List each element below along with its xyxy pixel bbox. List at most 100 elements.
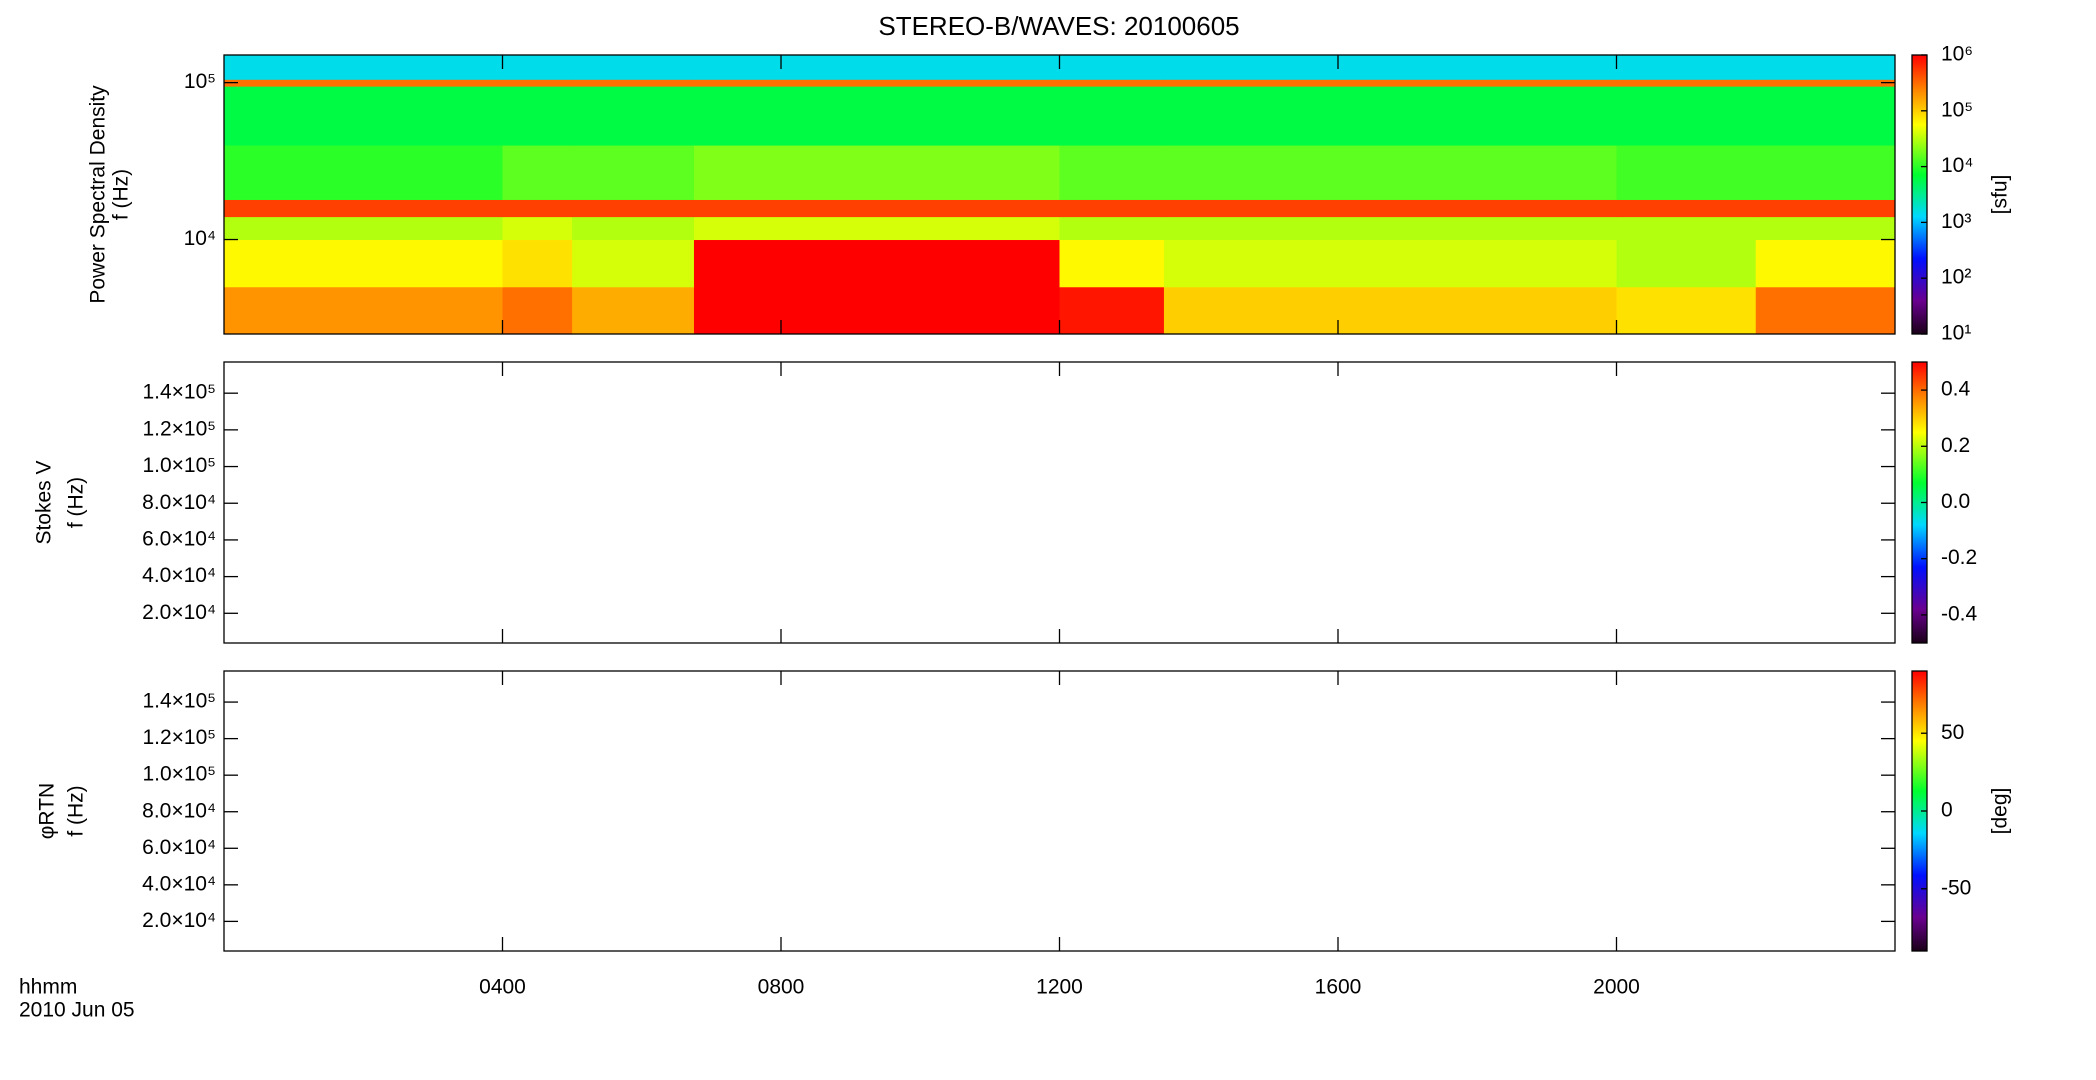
heatmap-cell: [693, 199, 1060, 218]
y-tick-label: 10⁵: [184, 70, 216, 93]
heatmap-cell: [1616, 286, 1757, 335]
heatmap-cell: [572, 286, 695, 335]
y-tick-label: 2.0×10⁴: [142, 601, 216, 624]
x-tick-label: 2000: [1593, 976, 1640, 999]
colorbar-tick-label: -0.4: [1941, 602, 1978, 625]
heatmap-cell: [1616, 199, 1757, 218]
heatmap-cell: [1755, 55, 1896, 80]
plot-frame: [223, 670, 1896, 952]
colorbar-tick-label: 0: [1941, 799, 1953, 822]
heatmap-cell: [1059, 145, 1165, 200]
heatmap-cell: [572, 216, 695, 241]
y-axis-label: φRTN: [36, 783, 59, 839]
x-tick-label: 1200: [1036, 976, 1083, 999]
heatmap-cell: [693, 145, 1060, 200]
y-tick-label: 4.0×10⁴: [142, 872, 216, 895]
heatmap-cell: [572, 79, 695, 87]
heatmap-cell: [572, 145, 695, 200]
colorbar-label: [deg]: [1989, 788, 2012, 835]
heatmap-cell: [693, 216, 1060, 241]
heatmap-cell: [1163, 199, 1617, 218]
heatmap-cell: [224, 79, 503, 87]
heatmap-cell: [693, 239, 1060, 288]
y-tick-label: 1.0×10⁵: [142, 454, 216, 477]
y-tick-label: 8.0×10⁴: [142, 799, 216, 822]
heatmap-cell: [1163, 239, 1617, 288]
heatmap-cell: [1059, 55, 1165, 80]
heatmap-cell: [1059, 86, 1165, 146]
colorbar-tick-label: -0.2: [1941, 546, 1977, 569]
heatmap-cell: [1616, 86, 1757, 146]
heatmap-cell: [693, 286, 1060, 335]
heatmap-cell: [693, 79, 1060, 87]
heatmap-cell: [1616, 79, 1757, 87]
x-axis-label: hhmm: [19, 976, 77, 999]
heatmap-cell: [1755, 199, 1896, 218]
heatmap-cell: [502, 86, 573, 146]
heatmap-cell: [1616, 216, 1757, 241]
colorbar-tick-label: 0.4: [1941, 378, 1971, 401]
y-tick-label: 1.2×10⁵: [142, 726, 216, 749]
heatmap-cell: [502, 79, 573, 87]
heatmap-cell: [502, 199, 573, 218]
heatmap-cell: [1163, 286, 1617, 335]
y-tick-label: 1.4×10⁵: [142, 690, 216, 713]
heatmap-cell: [572, 239, 695, 288]
colorbar-tick-label: 50: [1941, 721, 1964, 744]
colorbar-tick-label: 10⁵: [1941, 98, 1973, 121]
x-tick-label: 0800: [758, 976, 805, 999]
colorbar-tick-label: 10⁶: [1941, 43, 1973, 66]
colorbar-tick-label: 10¹: [1941, 322, 1971, 345]
heatmap-cell: [1059, 199, 1165, 218]
y-axis-label: Stokes V: [33, 460, 56, 544]
heatmap-cell: [1755, 79, 1896, 87]
y-axis-label: f (Hz): [110, 169, 133, 220]
y-tick-label: 2.0×10⁴: [142, 909, 216, 932]
heatmap-cell: [502, 286, 573, 335]
heatmap-cell: [224, 216, 503, 241]
heatmap-cell: [1059, 286, 1165, 335]
colorbar: [1911, 54, 1928, 335]
heatmap-cell: [1755, 286, 1896, 335]
heatmap-cell: [1163, 216, 1617, 241]
y-tick-label: 10⁴: [184, 227, 216, 250]
heatmap-cell: [1755, 239, 1896, 288]
y-tick-label: 1.0×10⁵: [142, 763, 216, 786]
heatmap-cell: [572, 86, 695, 146]
heatmap-cell: [224, 86, 503, 146]
heatmap-cell: [1755, 145, 1896, 200]
heatmap-cell: [224, 286, 503, 335]
colorbar-tick-label: 10⁴: [1941, 154, 1973, 177]
colorbar-tick-label: 10³: [1941, 210, 1971, 233]
y-tick-label: 1.2×10⁵: [142, 417, 216, 440]
heatmap-cell: [1755, 216, 1896, 241]
heatmap-cell: [693, 55, 1060, 80]
colorbar-tick-label: 10²: [1941, 266, 1971, 289]
x-tick-label: 1600: [1315, 976, 1362, 999]
y-axis-label: f (Hz): [65, 785, 88, 836]
heatmap-cell: [1163, 86, 1617, 146]
x-tick-label: 0400: [479, 976, 526, 999]
heatmap-cell: [1059, 239, 1165, 288]
plot-frame: [223, 361, 1896, 644]
y-tick-label: 1.4×10⁵: [142, 381, 216, 404]
heatmap-cell: [1616, 55, 1757, 80]
heatmap-cell: [693, 86, 1060, 146]
heatmap-cell: [1163, 55, 1617, 80]
heatmap-cell: [572, 55, 695, 80]
heatmap-cell: [224, 55, 503, 80]
heatmap-cell: [224, 145, 503, 200]
colorbar-tick-label: -50: [1941, 876, 1971, 899]
y-tick-label: 6.0×10⁴: [142, 836, 216, 859]
heatmap-cell: [1059, 216, 1165, 241]
y-tick-label: 6.0×10⁴: [142, 527, 216, 550]
heatmap-cell: [572, 199, 695, 218]
heatmap-cell: [502, 216, 573, 241]
x-axis-label: 2010 Jun 05: [19, 999, 135, 1022]
heatmap-cell: [1163, 79, 1617, 87]
colorbar-tick-label: 0.0: [1941, 490, 1970, 513]
y-tick-label: 4.0×10⁴: [142, 564, 216, 587]
y-axis-label: f (Hz): [65, 477, 88, 528]
heatmap-cell: [1163, 145, 1617, 200]
